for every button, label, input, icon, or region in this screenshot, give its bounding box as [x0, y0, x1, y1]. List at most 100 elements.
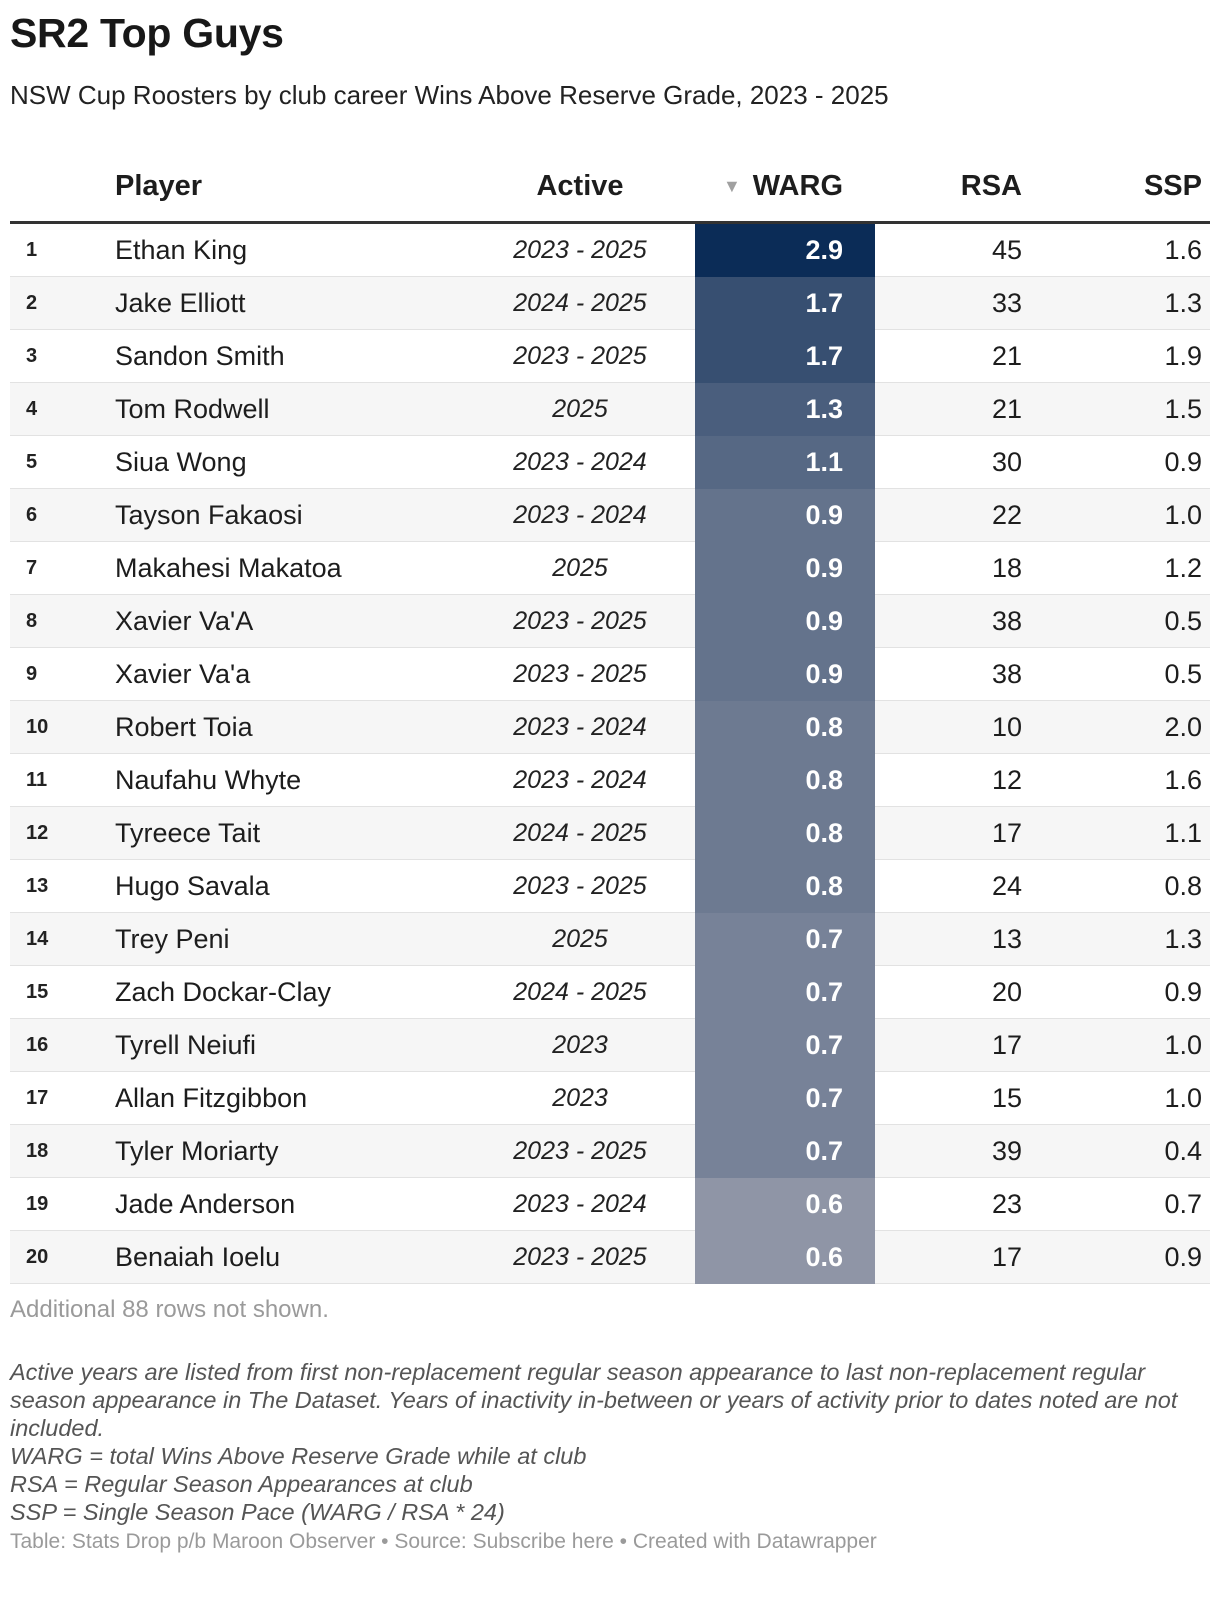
player-cell: Tayson Fakaosi: [115, 500, 303, 530]
active-cell: 2024 - 2025: [513, 819, 647, 847]
player-cell: Tyreece Tait: [115, 818, 261, 848]
active-cell: 2025: [552, 395, 608, 423]
player-cell: Siua Wong: [115, 447, 247, 477]
ssp-cell: 0.9: [1164, 977, 1202, 1007]
table-row: 5 Siua Wong 2023 - 2024 1.1 30 0.9: [10, 436, 1210, 489]
warg-cell: 0.9: [695, 595, 875, 648]
table-row: 15 Zach Dockar-Clay 2024 - 2025 0.7 20 0.9: [10, 966, 1210, 1019]
rank-cell: 6: [26, 504, 38, 526]
active-cell: 2023 - 2024: [513, 766, 647, 794]
player-cell: Zach Dockar-Clay: [115, 977, 332, 1007]
player-cell: Tyler Moriarty: [115, 1136, 279, 1166]
warg-value: 0.7: [805, 1136, 843, 1166]
rank-cell: 5: [26, 451, 38, 473]
warg-cell: 1.3: [695, 383, 875, 436]
rsa-cell: 24: [991, 871, 1022, 901]
rsa-cell: 10: [991, 712, 1022, 742]
ssp-cell: 1.3: [1164, 288, 1202, 318]
more-rows-note: Additional 88 rows not shown.: [10, 1296, 329, 1323]
rsa-cell: 38: [991, 606, 1022, 636]
warg-cell: 0.7: [695, 966, 875, 1019]
warg-value: 0.8: [805, 871, 843, 901]
rank-cell: 13: [26, 875, 49, 897]
warg-value: 0.7: [805, 977, 843, 1007]
ssp-cell: 0.5: [1164, 659, 1202, 689]
player-cell: Trey Peni: [115, 924, 230, 954]
rsa-cell: 30: [991, 447, 1022, 477]
player-cell: Hugo Savala: [115, 871, 270, 901]
active-cell: 2023 - 2025: [513, 236, 647, 264]
warg-cell: 0.9: [695, 489, 875, 542]
active-cell: 2023 - 2024: [513, 713, 647, 741]
player-cell: Tyrell Neiufi: [115, 1030, 257, 1060]
rsa-cell: 13: [991, 924, 1022, 954]
active-cell: 2023 - 2025: [513, 1243, 647, 1271]
active-cell: 2023 - 2024: [513, 501, 647, 529]
table-row: 2 Jake Elliott 2024 - 2025 1.7 33 1.3: [10, 277, 1210, 330]
rsa-cell: 39: [991, 1136, 1022, 1166]
table-row: 3 Sandon Smith 2023 - 2025 1.7 21 1.9: [10, 330, 1210, 383]
rsa-cell: 17: [991, 1030, 1022, 1060]
rank-cell: 19: [26, 1193, 49, 1215]
rsa-cell: 21: [991, 341, 1022, 371]
active-cell: 2024 - 2025: [513, 978, 647, 1006]
ssp-cell: 1.5: [1164, 394, 1202, 424]
warg-cell: 0.8: [695, 701, 875, 754]
player-cell: Makahesi Makatoa: [115, 553, 342, 583]
ssp-cell: 0.9: [1164, 1242, 1202, 1272]
rank-cell: 20: [26, 1246, 49, 1268]
warg-value: 0.9: [805, 659, 843, 689]
note-warg: WARG = total Wins Above Reserve Grade wh…: [10, 1443, 587, 1469]
table-row: 6 Tayson Fakaosi 2023 - 2024 0.9 22 1.0: [10, 489, 1210, 542]
ssp-cell: 1.0: [1164, 1083, 1202, 1113]
warg-cell: 0.8: [695, 754, 875, 807]
players-table: Player Active ▼ WARG RSA SSP 1 Ethan King 2…: [10, 155, 1210, 1284]
table-body: 1 Ethan King 2023 - 2025 2.9 45 1.6 2 Jake Elli…: [10, 224, 1210, 1284]
note-rsa: RSA = Regular Season Appearances at club: [10, 1471, 473, 1497]
active-cell: 2024 - 2025: [513, 289, 647, 317]
player-cell: Jade Anderson: [115, 1189, 296, 1219]
warg-value: 1.1: [805, 447, 843, 477]
column-header-ssp[interactable]: SSP: [1143, 170, 1202, 202]
warg-value: 0.9: [805, 500, 843, 530]
active-cell: 2023 - 2025: [513, 872, 647, 900]
warg-cell: 1.1: [695, 436, 875, 489]
warg-cell: 0.7: [695, 1072, 875, 1125]
warg-value: 0.8: [805, 712, 843, 742]
table-notes: Active years are listed from first non-r…: [10, 1358, 1180, 1526]
table-row: 4 Tom Rodwell 2025 1.3 21 1.5: [10, 383, 1210, 436]
warg-value: 1.7: [805, 341, 843, 371]
rank-cell: 2: [26, 292, 38, 314]
table-row: 7 Makahesi Makatoa 2025 0.9 18 1.2: [10, 542, 1210, 595]
ssp-cell: 1.1: [1164, 818, 1202, 848]
rank-cell: 7: [26, 557, 38, 579]
warg-cell: 0.9: [695, 648, 875, 701]
sort-descending-icon: ▼: [722, 176, 741, 196]
column-header-player[interactable]: Player: [115, 170, 203, 202]
page-title: SR2 Top Guys: [10, 10, 284, 56]
footer-credits: Table: Stats Drop p/b Maroon Observer • …: [10, 1530, 877, 1553]
player-cell: Benaiah Ioelu: [115, 1242, 281, 1272]
player-cell: Xavier Va'a: [115, 659, 251, 689]
rank-cell: 1: [26, 239, 38, 261]
rank-cell: 10: [26, 716, 49, 738]
active-cell: 2025: [552, 554, 608, 582]
active-cell: 2023: [552, 1031, 608, 1059]
rank-cell: 11: [26, 769, 48, 791]
player-cell: Jake Elliott: [115, 288, 246, 318]
rank-cell: 18: [26, 1140, 49, 1162]
rsa-cell: 18: [991, 553, 1022, 583]
column-header-rsa[interactable]: RSA: [960, 170, 1022, 202]
rsa-cell: 23: [991, 1189, 1022, 1219]
table-row: 12 Tyreece Tait 2024 - 2025 0.8 17 1.1: [10, 807, 1210, 860]
column-header-active[interactable]: Active: [536, 170, 624, 202]
warg-cell: 0.8: [695, 807, 875, 860]
warg-value: 1.3: [805, 394, 843, 424]
warg-value: 2.9: [805, 235, 843, 265]
ssp-cell: 1.3: [1164, 924, 1202, 954]
table-row: 9 Xavier Va'a 2023 - 2025 0.9 38 0.5: [10, 648, 1210, 701]
warg-value: 0.6: [805, 1189, 843, 1219]
ssp-cell: 0.7: [1164, 1189, 1202, 1219]
table-row: 16 Tyrell Neiufi 2023 0.7 17 1.0: [10, 1019, 1210, 1072]
table-row: 20 Benaiah Ioelu 2023 - 2025 0.6 17 0.9: [10, 1231, 1210, 1284]
